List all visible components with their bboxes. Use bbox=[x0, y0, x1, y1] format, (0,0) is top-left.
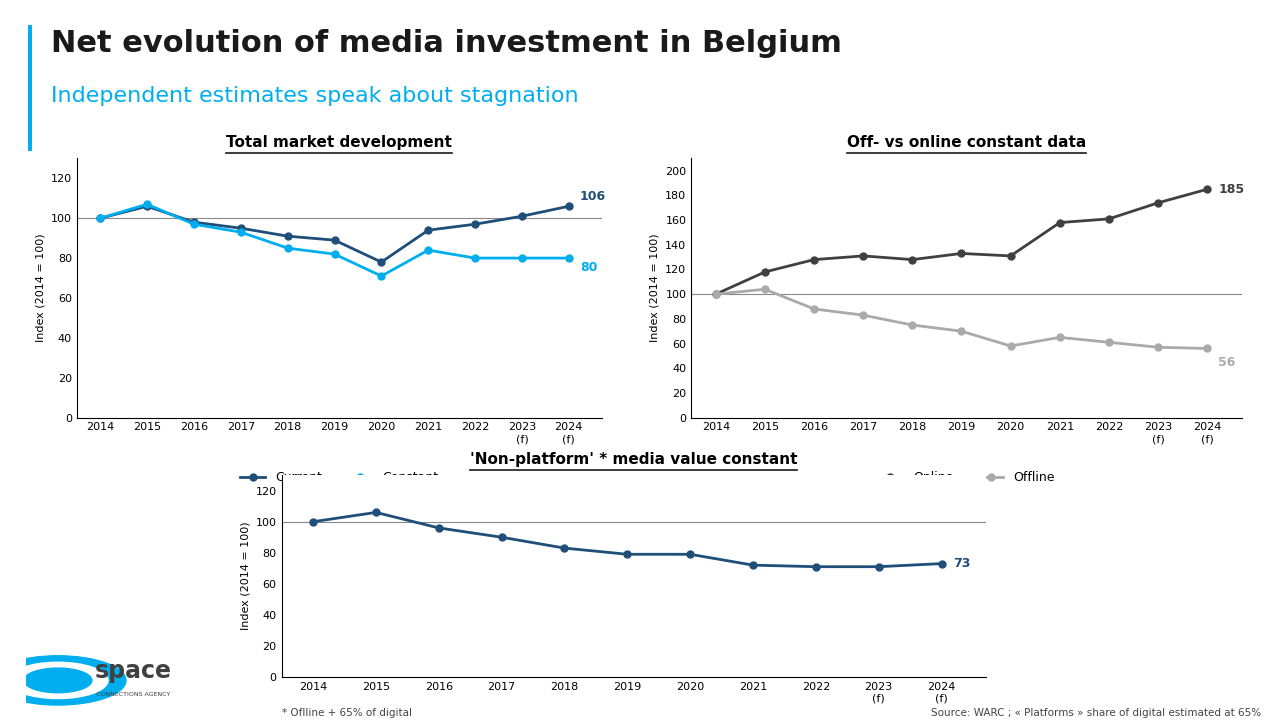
Circle shape bbox=[24, 668, 92, 693]
Text: Independent estimates speak about stagnation: Independent estimates speak about stagna… bbox=[51, 86, 579, 107]
Text: 185: 185 bbox=[1219, 183, 1244, 196]
Title: Off- vs online constant data: Off- vs online constant data bbox=[847, 135, 1085, 150]
Y-axis label: Index (2014 = 100): Index (2014 = 100) bbox=[241, 522, 250, 630]
Circle shape bbox=[8, 662, 108, 698]
Text: space: space bbox=[95, 660, 172, 683]
Title: Total market development: Total market development bbox=[227, 135, 452, 150]
Text: 56: 56 bbox=[1219, 356, 1235, 369]
Legend: Online, Offline: Online, Offline bbox=[873, 466, 1060, 489]
Legend: Current, Constant: Current, Constant bbox=[236, 466, 443, 489]
Circle shape bbox=[0, 656, 125, 705]
Text: Net evolution of media investment in Belgium: Net evolution of media investment in Bel… bbox=[51, 29, 842, 58]
Text: 73: 73 bbox=[952, 557, 970, 570]
Text: 106: 106 bbox=[580, 191, 605, 204]
Text: Source: WARC ; « Platforms » share of digital estimated at 65%: Source: WARC ; « Platforms » share of di… bbox=[931, 708, 1261, 719]
Title: 'Non-platform' * media value constant: 'Non-platform' * media value constant bbox=[470, 452, 797, 467]
Text: * Oflline + 65% of digital: * Oflline + 65% of digital bbox=[282, 708, 412, 719]
Text: CONNECTIONS AGENCY: CONNECTIONS AGENCY bbox=[96, 692, 170, 697]
Y-axis label: Index (2014 = 100): Index (2014 = 100) bbox=[650, 234, 659, 342]
Y-axis label: Index (2014 = 100): Index (2014 = 100) bbox=[36, 234, 45, 342]
Text: 80: 80 bbox=[580, 261, 598, 274]
